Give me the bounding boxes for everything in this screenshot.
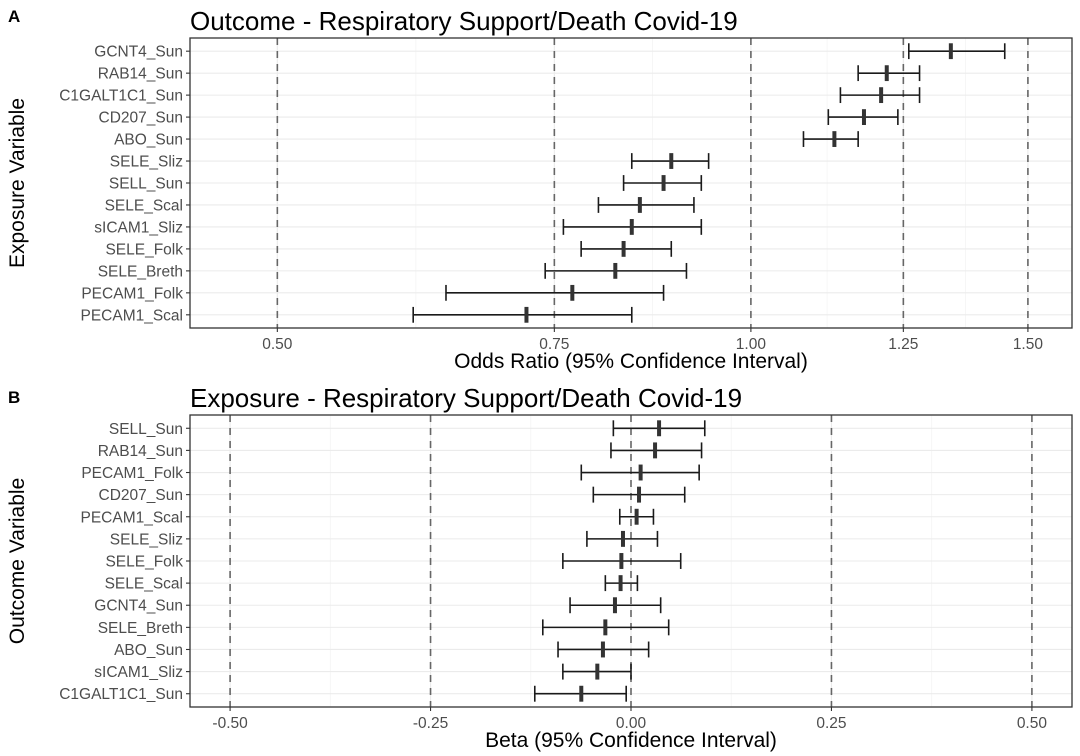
x-tick-label: -0.50: [212, 715, 248, 732]
panel-a-y-axis: GCNT4_Sun RAB14_Sun C1GALT1C1_Sun CD207_Sun…: [59, 44, 190, 324]
x-tick-label: 1.00: [736, 336, 767, 353]
panel-b: B Exposure - Respiratory Support/Death C…: [6, 383, 1073, 752]
y-tick-label: SELE_Scal: [105, 576, 183, 593]
panel-b-y-axis: SELL_Sun RAB14_Sun PECAM1_Folk CD207_Sun PEC…: [59, 421, 190, 703]
y-tick-label: SELE_Folk: [105, 241, 183, 258]
y-tick-label: GCNT4_Sun: [94, 44, 183, 61]
panel-b-y-axis-title: Outcome Variable: [6, 478, 29, 645]
y-tick-label: ABO_Sun: [114, 642, 183, 659]
x-tick-label: 0.75: [539, 336, 569, 353]
panel-a-letter: A: [8, 7, 20, 26]
y-tick-label: ABO_Sun: [114, 132, 183, 149]
y-tick-label: SELL_Sun: [109, 176, 183, 193]
y-tick-label: CD207_Sun: [99, 487, 183, 504]
y-tick-label: GCNT4_Sun: [94, 598, 183, 615]
x-tick-label: 0.00: [616, 715, 647, 732]
y-tick-label: PECAM1_Folk: [81, 285, 183, 302]
panel-a-y-axis-title: Exposure Variable: [6, 98, 29, 268]
x-tick-label: 0.25: [816, 715, 846, 732]
panel-b-x-axis: -0.50 -0.25 0.00 0.25 0.50: [212, 707, 1047, 732]
x-tick-label: 0.50: [1017, 715, 1048, 732]
y-tick-label: PECAM1_Folk: [81, 465, 183, 482]
panel-a-x-axis-title: Odds Ratio (95% Confidence Interval): [454, 350, 808, 373]
y-tick-label: CD207_Sun: [99, 110, 183, 127]
y-tick-label: sICAM1_Sliz: [94, 664, 183, 681]
panel-a: A Outcome - Respiratory Support/Death Co…: [6, 6, 1073, 373]
y-tick-label: SELE_Folk: [105, 554, 183, 571]
x-tick-label: 1.50: [1013, 336, 1044, 353]
x-tick-label: 0.50: [262, 336, 293, 353]
panel-a-reference-lines: [276, 38, 1029, 328]
y-tick-label: C1GALT1C1_Sun: [59, 686, 183, 703]
panel-a-marks: [412, 43, 1006, 323]
y-tick-label: SELE_Breth: [98, 263, 183, 280]
y-tick-label: SELE_Breth: [98, 620, 183, 637]
y-tick-label: SELE_Sliz: [110, 531, 183, 548]
y-tick-label: RAB14_Sun: [98, 443, 183, 460]
x-tick-label: -0.25: [413, 715, 448, 732]
y-tick-label: SELE_Scal: [105, 197, 183, 214]
panel-b-x-axis-title: Beta (95% Confidence Interval): [485, 729, 777, 752]
x-tick-label: 1.25: [888, 336, 918, 353]
panel-a-title: Outcome - Respiratory Support/Death Covi…: [190, 6, 738, 36]
y-tick-label: SELE_Sliz: [110, 154, 183, 171]
y-tick-label: C1GALT1C1_Sun: [59, 88, 183, 105]
y-tick-label: RAB14_Sun: [98, 66, 183, 83]
y-tick-label: SELL_Sun: [109, 421, 183, 438]
panel-b-title: Exposure - Respiratory Support/Death Cov…: [190, 383, 742, 413]
y-tick-label: sICAM1_Sliz: [94, 219, 183, 236]
y-tick-label: PECAM1_Scal: [80, 307, 183, 324]
panel-a-x-axis: 0.50 0.75 1.00 1.25 1.50: [262, 328, 1043, 353]
y-tick-label: PECAM1_Scal: [80, 509, 183, 526]
panel-b-marks: [533, 420, 706, 702]
panel-b-letter: B: [8, 388, 20, 407]
